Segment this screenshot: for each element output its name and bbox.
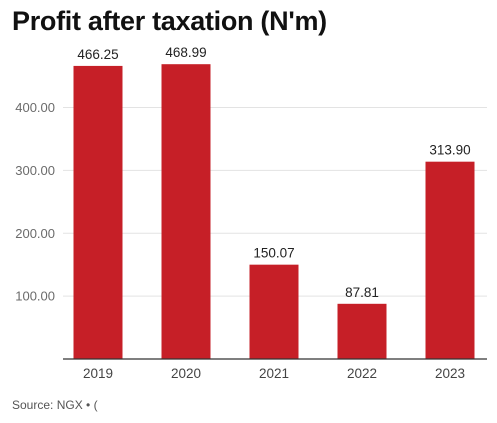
x-tick-label-2022: 2022: [347, 366, 377, 381]
data-label-2019: 466.25: [77, 47, 118, 62]
y-tick-label: 300.00: [15, 163, 55, 178]
x-tick-label-2019: 2019: [83, 366, 113, 381]
bar-2021: [249, 264, 299, 359]
bar-2020: [161, 64, 211, 360]
x-tick-label-2021: 2021: [259, 366, 289, 381]
bars: [73, 64, 475, 360]
gridlines: [63, 107, 487, 297]
x-tick-label-2020: 2020: [171, 366, 201, 381]
data-label-2022: 87.81: [345, 285, 379, 300]
bar-2023: [425, 161, 475, 359]
labels: 100.00 200.00 300.00 400.00 466.25 2019 468.99…: [15, 45, 470, 381]
y-tick-label: 100.00: [15, 289, 55, 304]
bar-2022: [337, 303, 387, 359]
data-label-2020: 468.99: [165, 45, 206, 60]
chart-title: Profit after taxation (N'm): [12, 6, 327, 36]
x-tick-label-2023: 2023: [435, 366, 465, 381]
y-tick-label: 400.00: [15, 100, 55, 115]
y-tick-label: 200.00: [15, 226, 55, 241]
source-note: Source: NGX • (: [12, 398, 98, 412]
data-label-2021: 150.07: [253, 246, 294, 261]
data-label-2023: 313.90: [429, 143, 470, 158]
bar-2019: [73, 65, 123, 359]
